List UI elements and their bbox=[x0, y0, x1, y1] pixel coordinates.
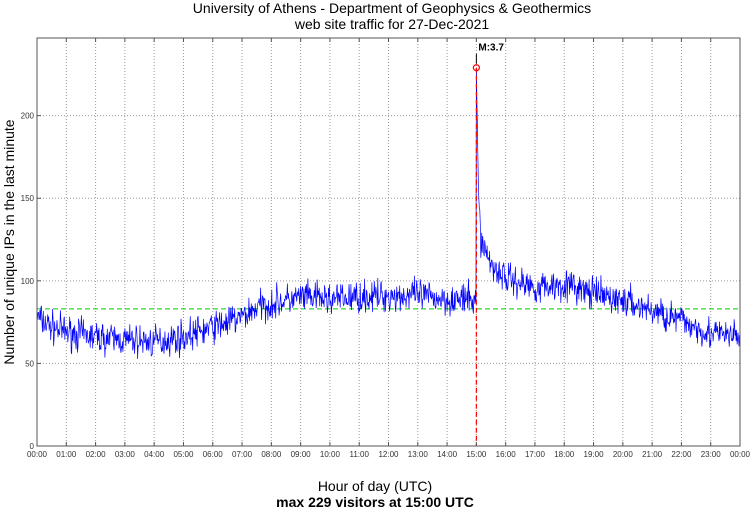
x-tick-label: 03:00 bbox=[115, 450, 136, 459]
x-tick-label: 10:00 bbox=[320, 450, 341, 459]
x-tick-label: 14:00 bbox=[437, 450, 458, 459]
x-axis-label: Hour of day (UTC) bbox=[318, 478, 432, 494]
x-tick-label: 18:00 bbox=[554, 450, 575, 459]
x-tick-label: 04:00 bbox=[144, 450, 165, 459]
x-tick-label: 09:00 bbox=[291, 450, 312, 459]
chart-title-line2: web site traffic for 27-Dec-2021 bbox=[294, 16, 489, 32]
x-tick-label: 16:00 bbox=[496, 450, 517, 459]
x-tick-label: 11:00 bbox=[349, 450, 369, 459]
traffic-series-line bbox=[36, 67, 740, 360]
y-tick-label: 100 bbox=[21, 277, 35, 286]
y-tick-label: 150 bbox=[21, 194, 35, 203]
max-marker bbox=[472, 64, 480, 72]
x-tick-label: 05:00 bbox=[173, 450, 194, 459]
x-tick-label: 12:00 bbox=[378, 450, 399, 459]
x-tick-label: 07:00 bbox=[232, 450, 253, 459]
x-tick-label: 08:00 bbox=[261, 450, 282, 459]
y-tick-label: 50 bbox=[25, 359, 34, 368]
x-tick-label: 19:00 bbox=[584, 450, 605, 459]
x-tick-label: 00:00 bbox=[27, 450, 48, 459]
x-tick-label: 22:00 bbox=[671, 450, 692, 459]
x-tick-label: 06:00 bbox=[203, 450, 224, 459]
x-tick-label: 02:00 bbox=[86, 450, 107, 459]
x-tick-label: 23:00 bbox=[701, 450, 722, 459]
max-subtitle: max 229 visitors at 15:00 UTC bbox=[276, 494, 474, 510]
chart-title-line1: University of Athens - Department of Geo… bbox=[193, 0, 591, 16]
y-axis-label: Number of unique IPs in the last minute bbox=[1, 119, 17, 364]
x-tick-label: 21:00 bbox=[642, 450, 663, 459]
x-tick-label: 17:00 bbox=[525, 450, 546, 459]
x-tick-label: 01:00 bbox=[56, 450, 77, 459]
x-tick-label: 13:00 bbox=[408, 450, 429, 459]
x-tick-label: 20:00 bbox=[613, 450, 634, 459]
y-tick-label: 200 bbox=[21, 112, 35, 121]
x-tick-label: 15:00 bbox=[466, 450, 487, 459]
x-tick-label: 00:00 bbox=[730, 450, 750, 459]
y-tick-label: 0 bbox=[30, 442, 35, 451]
event-label: M:3.7 bbox=[478, 43, 504, 54]
